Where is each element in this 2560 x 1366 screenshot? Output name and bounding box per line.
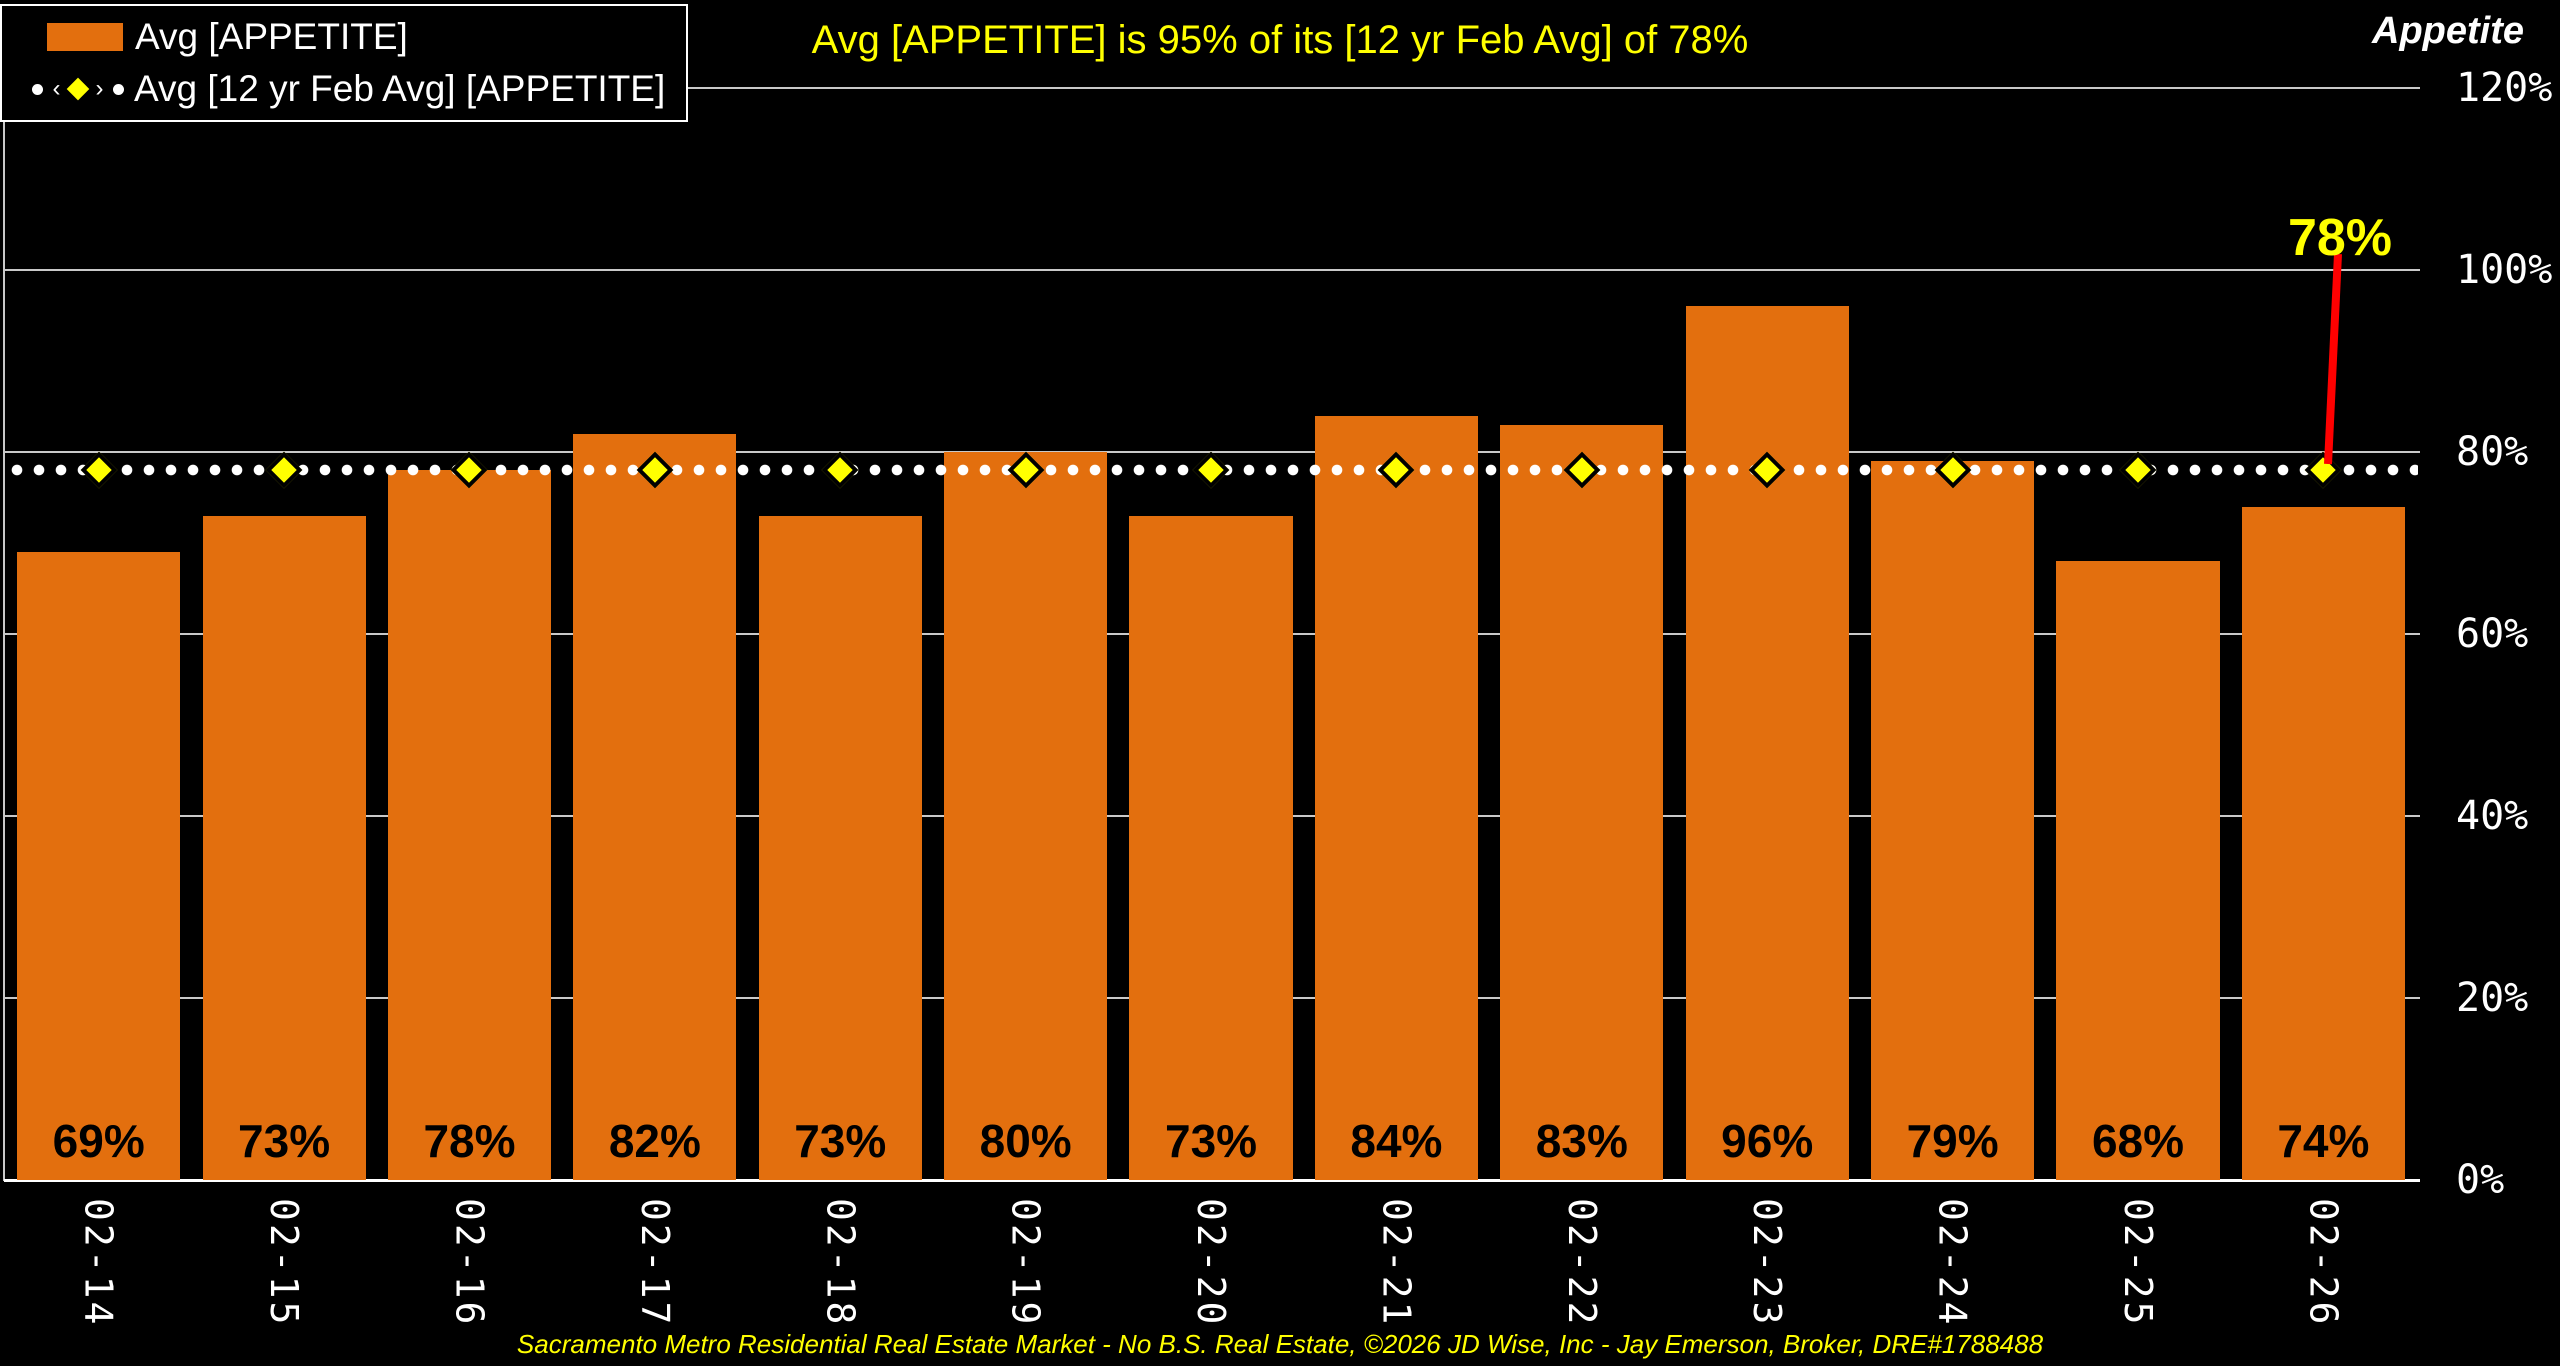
bar-value-label: 73% [238,1115,331,1167]
bar-02-24: 79% [1871,461,2035,1180]
bar-value-label: 73% [1165,1115,1258,1167]
x-tick-slot: 02-17 [562,1198,747,1327]
bar-column: 73% [191,88,376,1180]
bar-column: 68% [2045,88,2230,1180]
x-tick-label: 02-26 [2301,1198,2346,1328]
y-tick-label: 20% [2456,975,2529,1021]
bar-02-25: 68% [2056,561,2220,1180]
x-tick-label: 02-16 [447,1198,492,1328]
x-tick-slot: 02-15 [191,1198,376,1327]
bar-value-label: 68% [2091,1115,2185,1167]
dot-icon [32,83,43,95]
x-tick-slot: 02-18 [748,1198,933,1327]
x-tick-slot: 02-23 [1675,1198,1860,1327]
legend-bar-swatch [47,23,123,51]
x-tick-label: 02-14 [76,1198,121,1328]
legend-item-bar-series: Avg [APPETITE] [2,16,686,58]
x-axis-labels: 02-14 02-15 02-16 02-17 02-18 02-19 02-20 02-21… [6,1198,2416,1327]
dot-icon [113,83,124,95]
bar-column: 69% [6,88,191,1180]
bar-column: 83% [1489,88,1674,1180]
y-tick-label: 40% [2456,793,2529,839]
x-tick-label: 02-25 [2115,1198,2160,1328]
bar-02-26: 74% [2241,507,2405,1180]
bar-value-label: 82% [608,1115,701,1167]
bar-column: 80% [933,88,1118,1180]
bar-value-label: 83% [1535,1115,1628,1167]
x-tick-label: 02-21 [1374,1198,1419,1328]
bar-column: 73% [748,88,933,1180]
x-tick-slot: 02-24 [1860,1198,2045,1327]
bar-02-21: 84% [1314,416,1478,1180]
bar-column: 79% [1860,88,2045,1180]
y-axis-title: Appetite [2372,10,2524,52]
bar-value-label: 80% [979,1115,1072,1167]
bar-column: 82% [562,88,747,1180]
x-tick-slot: 02-19 [933,1198,1118,1327]
bar-02-17: 82% [573,434,737,1180]
x-tick-slot: 02-16 [377,1198,562,1327]
y-tick-label: 120% [2456,65,2553,111]
bar-value-label: 73% [794,1115,887,1167]
x-tick-label: 02-22 [1559,1198,1604,1328]
legend-item-avg-line: ‹ › Avg [12 yr Feb Avg] [APPETITE] [2,68,686,110]
gridline-0% [4,1179,2420,1182]
diamond-icon [66,77,90,101]
x-tick-label: 02-15 [262,1198,307,1328]
bar-column: 78% [377,88,562,1180]
x-tick-label: 02-23 [1745,1198,1790,1328]
legend-item-label: Avg [APPETITE] [135,16,408,57]
x-tick-label: 02-17 [632,1198,677,1328]
legend-item-label: Avg [12 yr Feb Avg] [APPETITE] [134,68,666,109]
bar-column: 84% [1304,88,1489,1180]
bar-value-label: 96% [1721,1115,1814,1167]
x-tick-slot: 02-20 [1118,1198,1303,1327]
gridline-100% [4,269,2420,271]
bar-02-18: 73% [758,516,922,1180]
x-tick-slot: 02-25 [2045,1198,2230,1327]
bar-series: 69% 73% 78% 82% 73% 80% 73% 84% 83% 96% 79% 68% 74% [6,88,2416,1180]
bar-02-14: 69% [17,552,181,1180]
bar-column: 74% [2231,88,2416,1180]
left-angle-icon: ‹ [52,75,61,102]
bar-value-label: 74% [2277,1115,2370,1167]
right-angle-icon: › [95,75,104,102]
chart-title: Avg [APPETITE] is 95% of its [12 yr Feb … [811,18,1749,62]
x-tick-slot: 02-26 [2231,1198,2416,1327]
bar-value-label: 78% [423,1115,516,1167]
bar-02-16: 78% [387,470,552,1180]
x-tick-slot: 02-21 [1304,1198,1489,1327]
footer-credit: Sacramento Metro Residential Real Estate… [516,1329,2044,1359]
y-tick-label: 80% [2456,429,2529,475]
legend-box: Avg [APPETITE] ‹ › Avg [12 yr Feb Avg] [… [0,4,688,122]
bar-value-label: 79% [1906,1115,1999,1167]
dotted-line-marker-icon: ‹ › [32,77,124,101]
x-tick-label: 02-24 [1930,1198,1975,1328]
bar-02-15: 73% [202,516,366,1180]
bar-02-19: 80% [944,452,1108,1180]
average-value-callout: 78% [2287,209,2393,267]
x-tick-slot: 02-22 [1489,1198,1674,1327]
bar-column: 73% [1118,88,1303,1180]
gridline-120% [4,87,2420,89]
bar-value-label: 69% [52,1115,145,1167]
x-tick-slot: 02-14 [6,1198,191,1327]
y-tick-label: 100% [2456,247,2553,293]
bar-02-20: 73% [1129,516,1293,1180]
x-tick-label: 02-19 [1003,1198,1048,1328]
y-tick-label: 0% [2456,1157,2505,1203]
x-tick-label: 02-20 [1189,1198,1234,1328]
x-tick-label: 02-18 [818,1198,863,1328]
bar-02-22: 83% [1500,425,1664,1180]
y-tick-label: 60% [2456,611,2529,657]
bar-value-label: 84% [1350,1115,1443,1167]
